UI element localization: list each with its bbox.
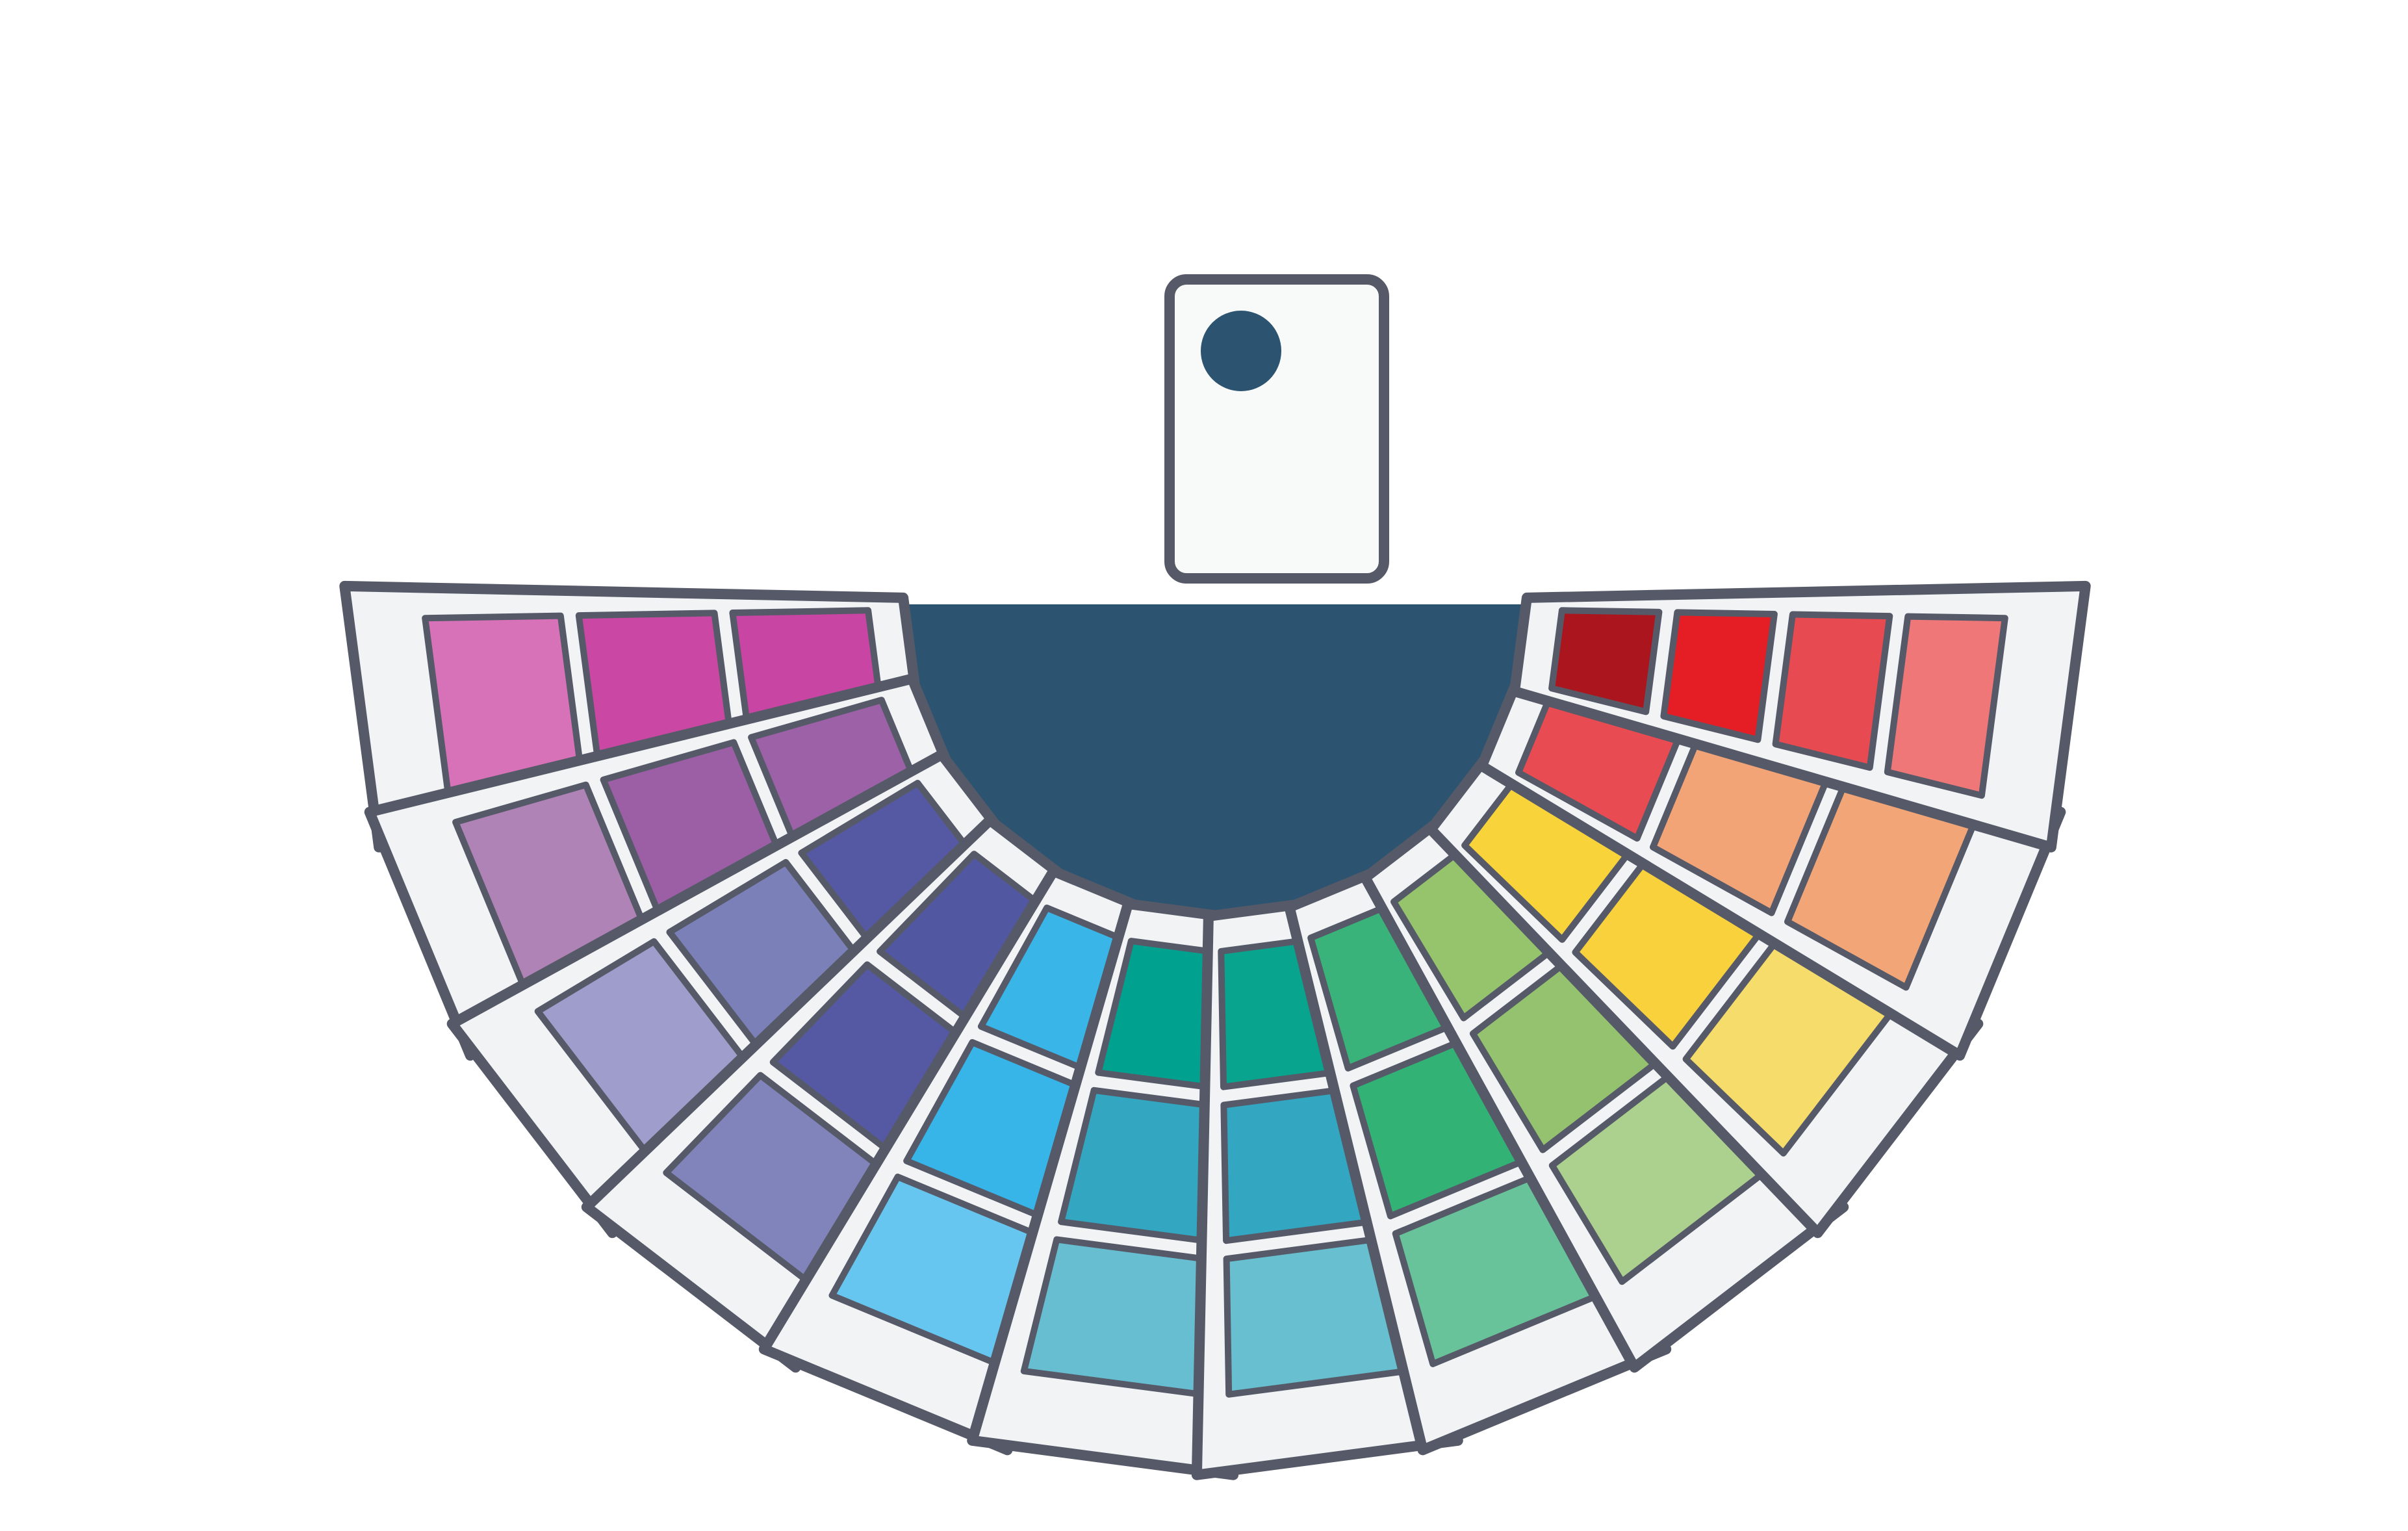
swatch-red-4 [1548, 607, 1663, 715]
front-cover-card [1164, 274, 1389, 584]
cover-card [1164, 274, 1389, 584]
swatch-red-2 [1772, 611, 1893, 771]
swatch-red-3 [1660, 609, 1778, 743]
swatch-red-1 [1884, 613, 2008, 799]
rivet-hole-icon [1201, 311, 1281, 391]
swatch-light-teal-1 [1020, 1236, 1207, 1398]
fan-hub [890, 604, 1540, 929]
swatch-strips [339, 580, 2091, 1480]
